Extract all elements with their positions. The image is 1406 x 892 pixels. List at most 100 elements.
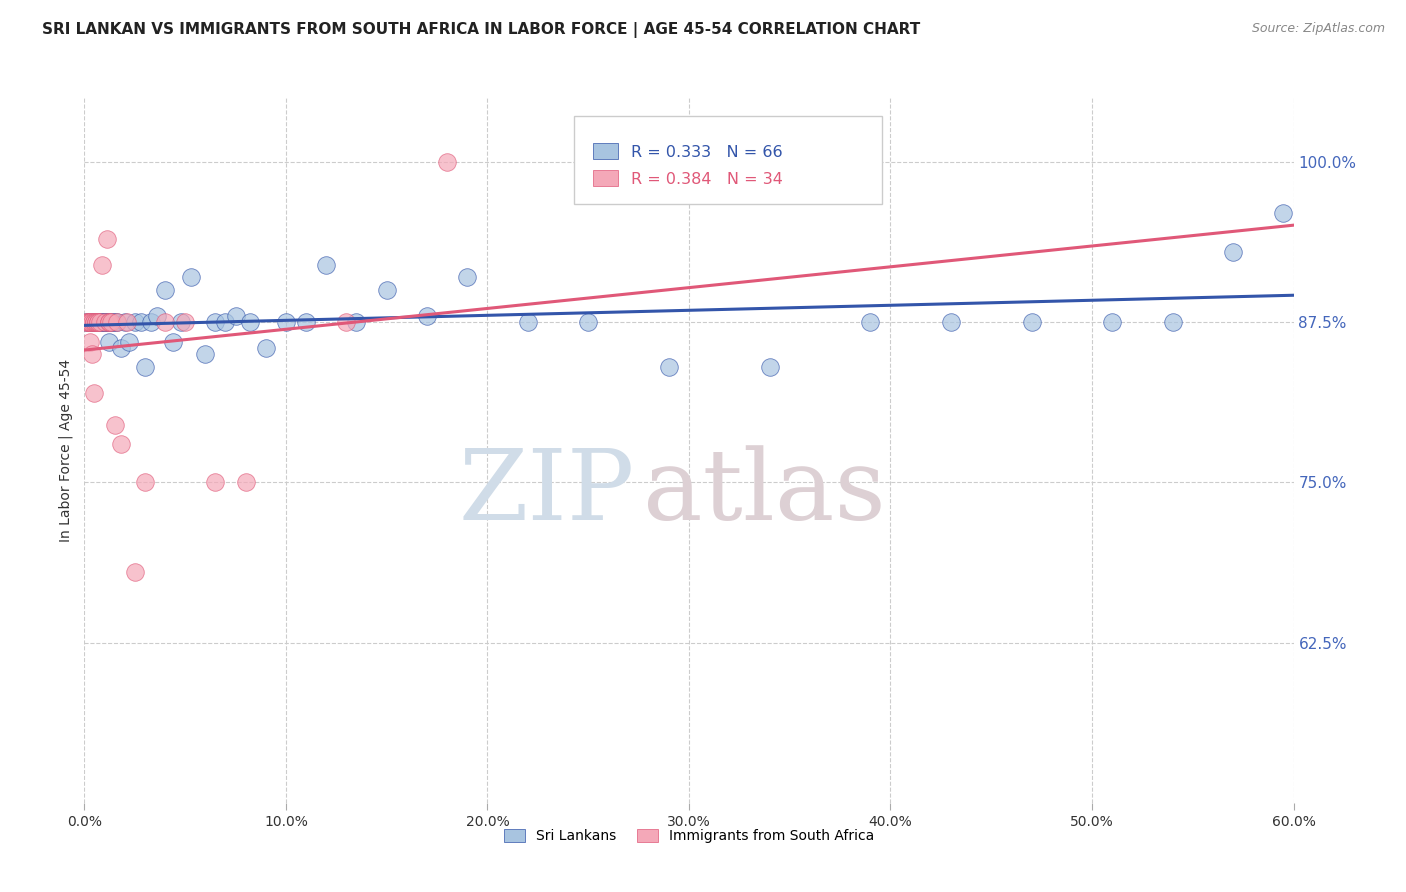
Point (89, 315, 111, 329)
Point (93, 315, 115, 329)
Point (124, 315, 146, 329)
Point (89, 315, 111, 329)
Point (83, 315, 105, 329)
Point (93, 315, 115, 329)
Point (91, 258, 114, 272)
Point (153, 315, 176, 329)
Point (859, 315, 882, 329)
Point (75, 315, 97, 329)
Point (87, 315, 110, 329)
Point (104, 315, 127, 329)
Point (115, 315, 138, 329)
Point (86, 315, 108, 329)
Point (86, 315, 108, 329)
Point (118, 334, 141, 349)
Text: ZIP: ZIP (458, 445, 634, 541)
Point (79, 315, 101, 329)
Point (134, 360, 156, 375)
Point (86, 315, 108, 329)
Point (77, 315, 100, 329)
Point (77, 315, 100, 329)
Point (134, 475, 156, 490)
Point (86, 315, 108, 329)
Point (87, 315, 110, 329)
Point (235, 475, 257, 490)
Point (110, 341, 132, 355)
Point (516, 315, 538, 329)
Point (97, 334, 120, 349)
Point (105, 315, 128, 329)
Text: SRI LANKAN VS IMMIGRANTS FROM SOUTH AFRICA IN LABOR FORCE | AGE 45-54 CORRELATIO: SRI LANKAN VS IMMIGRANTS FROM SOUTH AFRI… (42, 22, 921, 38)
Point (576, 315, 599, 329)
Point (91, 315, 114, 329)
Point (239, 315, 262, 329)
Point (658, 360, 681, 375)
Point (416, 309, 439, 323)
Point (194, 347, 217, 361)
Point (83, 315, 105, 329)
Point (83, 315, 105, 329)
Point (225, 309, 247, 323)
Point (89, 315, 111, 329)
Legend: Sri Lankans, Immigrants from South Africa: Sri Lankans, Immigrants from South Afric… (498, 823, 880, 848)
Point (162, 334, 184, 349)
Point (214, 315, 236, 329)
Point (79, 315, 101, 329)
Point (82, 347, 104, 361)
Point (82, 315, 104, 329)
Point (114, 315, 136, 329)
Point (274, 315, 297, 329)
Y-axis label: In Labor Force | Age 45-54: In Labor Force | Age 45-54 (59, 359, 73, 542)
Text: atlas: atlas (643, 445, 886, 541)
Point (375, 283, 398, 297)
Point (1272, 206, 1295, 220)
Point (87, 315, 110, 329)
Point (93, 315, 115, 329)
Point (79, 315, 101, 329)
Point (939, 315, 962, 329)
FancyBboxPatch shape (593, 170, 617, 186)
Point (100, 315, 122, 329)
Point (77, 315, 100, 329)
Point (104, 417, 127, 432)
Point (139, 315, 162, 329)
Point (1021, 315, 1043, 329)
Point (335, 315, 357, 329)
Point (436, 155, 458, 169)
Point (295, 315, 318, 329)
Point (129, 315, 152, 329)
Point (170, 315, 193, 329)
Point (1161, 315, 1184, 329)
Point (180, 270, 202, 285)
Point (79, 334, 101, 349)
Point (1101, 315, 1123, 329)
Point (87, 315, 110, 329)
Point (91, 315, 114, 329)
Point (153, 283, 176, 297)
Point (204, 315, 226, 329)
Point (146, 309, 169, 323)
Text: Source: ZipAtlas.com: Source: ZipAtlas.com (1251, 22, 1385, 36)
Point (174, 315, 197, 329)
Point (82, 315, 104, 329)
Text: R = 0.384   N = 34: R = 0.384 N = 34 (631, 171, 783, 186)
FancyBboxPatch shape (593, 144, 617, 159)
Point (75, 315, 97, 329)
Point (87, 315, 110, 329)
Point (97, 315, 120, 329)
Point (83, 385, 105, 400)
FancyBboxPatch shape (574, 116, 883, 204)
Text: R = 0.333   N = 66: R = 0.333 N = 66 (631, 145, 783, 160)
Point (96, 315, 118, 329)
Point (83, 315, 105, 329)
Point (83, 315, 105, 329)
Point (1222, 244, 1244, 259)
Point (124, 565, 146, 579)
Point (86, 315, 108, 329)
Point (315, 258, 337, 272)
Point (97, 315, 120, 329)
Point (346, 315, 368, 329)
Point (96, 232, 118, 246)
Point (79, 315, 101, 329)
Point (254, 341, 277, 355)
